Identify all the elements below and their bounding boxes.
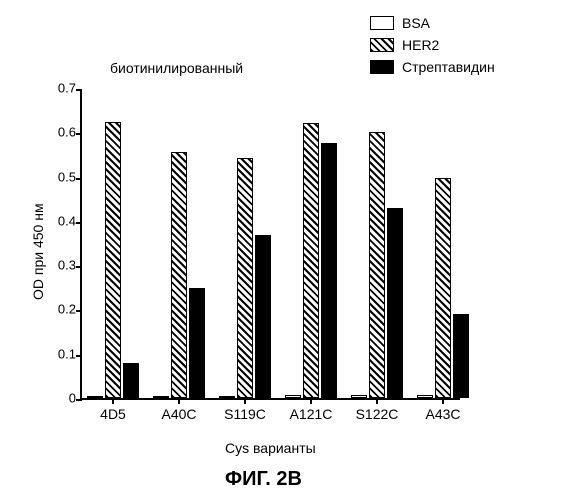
ytick-label: 0.5 [58,169,82,184]
legend-swatch [370,60,394,74]
bar-strept [255,235,271,398]
ytick-label: 0.6 [58,125,82,140]
legend-label: Стрептавидин [402,59,495,75]
bar-her2 [303,123,319,398]
figure-caption: ФИГ. 2B [225,468,302,491]
bar-bsa [417,395,433,398]
bar-bsa [87,396,103,398]
xtick-label: A121C [290,398,333,422]
xtick-label: A43C [425,398,460,422]
legend-label: BSA [402,15,430,31]
bar-her2 [237,158,253,398]
bar-strept [453,314,469,398]
bar-her2 [171,152,187,398]
xtick-label: S119C [224,398,266,422]
bar-strept [387,208,403,398]
bar-bsa [351,395,367,398]
ytick-label: 0.7 [58,81,82,96]
bar-bsa [285,395,301,398]
bar-strept [321,143,337,398]
x-axis-label: Cys варианты [225,440,316,456]
ytick-label: 0.4 [58,213,82,228]
xtick-label: A40C [161,398,196,422]
chart-title: биотинилированный [110,60,243,76]
bar-bsa [219,396,235,398]
legend-item: BSA [370,12,495,34]
legend-swatch [370,38,394,52]
ytick-label: 0.1 [58,346,82,361]
legend-item: Стрептавидин [370,56,495,78]
bar-strept [123,363,139,398]
bar-bsa [153,396,169,398]
legend-item: HER2 [370,34,495,56]
bar-her2 [105,122,121,398]
y-axis-label: OD при 450 нм [30,203,46,300]
ytick-label: 0.3 [58,258,82,273]
ytick-label: 0 [69,391,82,406]
legend-label: HER2 [402,37,439,53]
xtick-label: 4D5 [100,398,126,422]
legend: BSA HER2 Стрептавидин [370,12,495,78]
plot-area: 00.10.20.30.40.50.60.74D5A40CS119CA121CS… [80,90,460,400]
legend-swatch [370,16,394,30]
ytick-label: 0.2 [58,302,82,317]
bar-her2 [435,178,451,398]
bar-strept [189,288,205,398]
bar-her2 [369,132,385,398]
xtick-label: S122C [356,398,399,422]
